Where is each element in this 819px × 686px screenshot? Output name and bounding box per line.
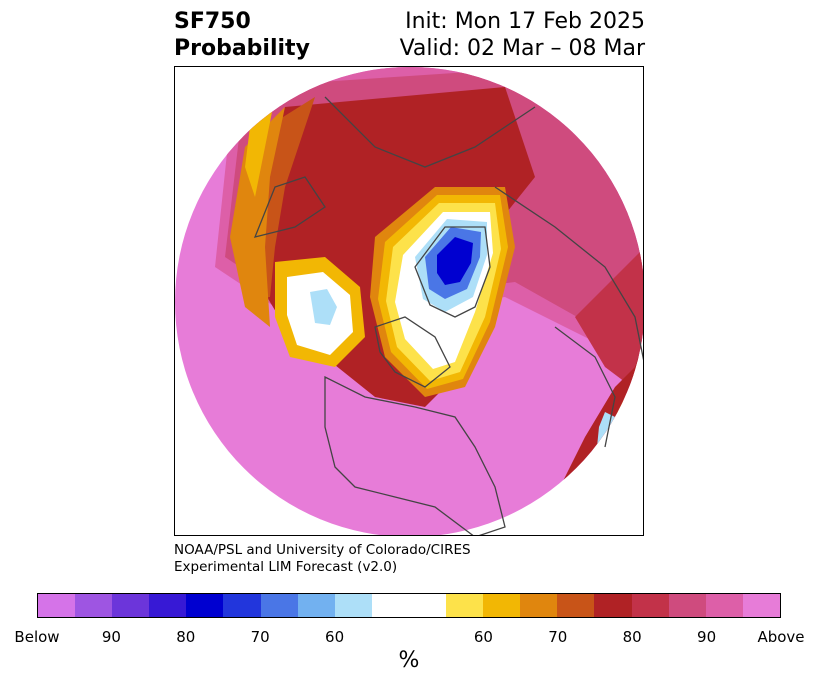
coastline-greenland: [414, 226, 491, 318]
init-date: Init: Mon 17 Feb 2025: [405, 9, 645, 34]
colorbar-segment: [186, 594, 224, 617]
colorbar-tick-label: 70: [250, 628, 270, 646]
colorbar-segment: [112, 594, 150, 617]
coastline-north-europe: [253, 176, 326, 238]
colorbar-tick-label: 70: [548, 628, 568, 646]
field-spot-neutral: [405, 299, 415, 309]
colorbar-segment: [408, 594, 447, 617]
valid-range: Valid: 02 Mar – 08 Mar: [399, 36, 645, 61]
coastline-canadian-arctic: [374, 316, 451, 388]
field-se-neutral: [615, 402, 643, 535]
credit-text: NOAA/PSL and University of Colorado/CIRE…: [174, 542, 471, 576]
title-right: Init: Mon 17 Feb 2025 Valid: 02 Mar – 08…: [400, 8, 645, 62]
colorbar-segment: [483, 594, 521, 617]
colorbar-segment: [260, 594, 298, 617]
colorbar-segment: [668, 594, 706, 617]
colorbar-segment: [557, 594, 595, 617]
colorbar-tick-label: 80: [622, 628, 642, 646]
field-west-blue: [310, 289, 337, 325]
colorbar-segment: [75, 594, 113, 617]
variable-name: SF750: [174, 9, 251, 34]
colorbar-tick-label: Above: [757, 628, 805, 646]
coastline-eurasia: [324, 96, 643, 361]
colorbar-tick-label: 90: [697, 628, 717, 646]
colorbar-segment: [38, 594, 76, 617]
colorbar-unit: %: [398, 648, 420, 673]
colorbar: [37, 593, 781, 618]
map-canvas: [175, 67, 643, 535]
colorbar-segment: [520, 594, 558, 617]
colorbar-segment: [334, 594, 372, 617]
colorbar-tick-label: 90: [101, 628, 121, 646]
title-left: SF750 Probability: [174, 8, 310, 62]
coastline-east-asia: [554, 326, 616, 448]
colorbar-tick-label: 60: [325, 628, 345, 646]
colorbar-tick-label: 80: [176, 628, 196, 646]
field-name: Probability: [174, 36, 310, 61]
credit-line-2: Experimental LIM Forecast (v2.0): [174, 559, 398, 575]
field-arc-amber: [245, 97, 275, 197]
coastlines: [253, 96, 643, 535]
colorbar-segment: [297, 594, 335, 617]
colorbar-segment: [631, 594, 669, 617]
colorbar-segment: [705, 594, 743, 617]
field-blue-core: [437, 237, 473, 285]
field-right-rose: [575, 247, 643, 397]
colorbar-segment: [594, 594, 632, 617]
credit-line-1: NOAA/PSL and University of Colorado/CIRE…: [174, 542, 471, 558]
colorbar-segment: [446, 594, 484, 617]
colorbar-segment: [742, 594, 780, 617]
colorbar-segment: [223, 594, 261, 617]
coastline-north-america: [324, 375, 506, 535]
colorbar-tick-label: 60: [473, 628, 493, 646]
probability-map: [174, 66, 644, 536]
probability-field: [175, 67, 643, 535]
field-arc-orange: [230, 107, 285, 327]
colorbar-segment: [371, 594, 409, 617]
colorbar-segment: [149, 594, 187, 617]
colorbar-tick-label: Below: [14, 628, 60, 646]
